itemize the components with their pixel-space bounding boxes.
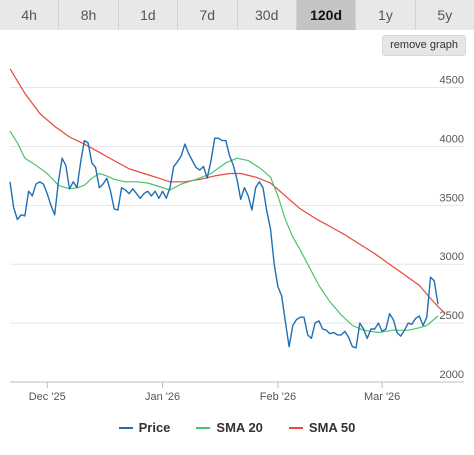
x-tick-label: Mar '26 — [364, 391, 400, 403]
legend-swatch — [288, 426, 303, 429]
series-lines — [9, 68, 446, 349]
series-line-price — [9, 137, 439, 349]
tab-7d[interactable]: 7d — [178, 0, 238, 30]
x-axis-ticks: Dec '25 Jan '26 Feb '26 Mar '26 — [29, 382, 400, 403]
legend-item-sma20[interactable]: SMA 20 — [196, 420, 263, 435]
tab-1y[interactable]: 1y — [356, 0, 416, 30]
y-tick-label: 3500 — [440, 192, 464, 204]
x-tick-label: Feb '26 — [260, 391, 296, 403]
legend-swatch — [196, 426, 211, 429]
remove-graph-button[interactable]: remove graph — [382, 35, 466, 56]
y-tick-label: 4500 — [440, 75, 464, 87]
x-tick-label: Jan '26 — [145, 391, 180, 403]
x-tick-label: Dec '25 — [29, 391, 66, 403]
tab-30d[interactable]: 30d — [237, 0, 297, 30]
tab-5y[interactable]: 5y — [415, 0, 474, 30]
timeframe-tabs: 4h 8h 1d 7d 30d 120d 1y 5y — [0, 0, 474, 30]
y-tick-label: 2000 — [440, 369, 464, 381]
grid-lines — [10, 87, 464, 383]
series-line-sma20 — [9, 130, 439, 334]
legend-label: Price — [138, 420, 171, 435]
legend-item-sma50[interactable]: SMA 50 — [288, 420, 356, 435]
series-line-sma50 — [9, 68, 446, 315]
y-tick-label: 4000 — [440, 133, 464, 145]
legend-label: SMA 50 — [308, 420, 356, 435]
tab-8h[interactable]: 8h — [59, 0, 119, 30]
legend-swatch — [118, 426, 133, 429]
tab-4h[interactable]: 4h — [0, 0, 60, 30]
tab-1d[interactable]: 1d — [118, 0, 179, 30]
legend-label: SMA 20 — [216, 420, 263, 435]
legend: Price SMA 20 SMA 50 — [0, 420, 474, 435]
price-chart: 2000 2500 3000 3500 4000 4500 Dec '25 Jan '26 F… — [9, 68, 464, 403]
y-tick-label: 2500 — [440, 310, 464, 322]
tab-120d[interactable]: 120d — [296, 0, 357, 30]
legend-item-price[interactable]: Price — [118, 420, 171, 435]
y-axis-ticks: 2000 2500 3000 3500 4000 4500 — [440, 75, 464, 381]
y-tick-label: 3000 — [440, 251, 464, 263]
